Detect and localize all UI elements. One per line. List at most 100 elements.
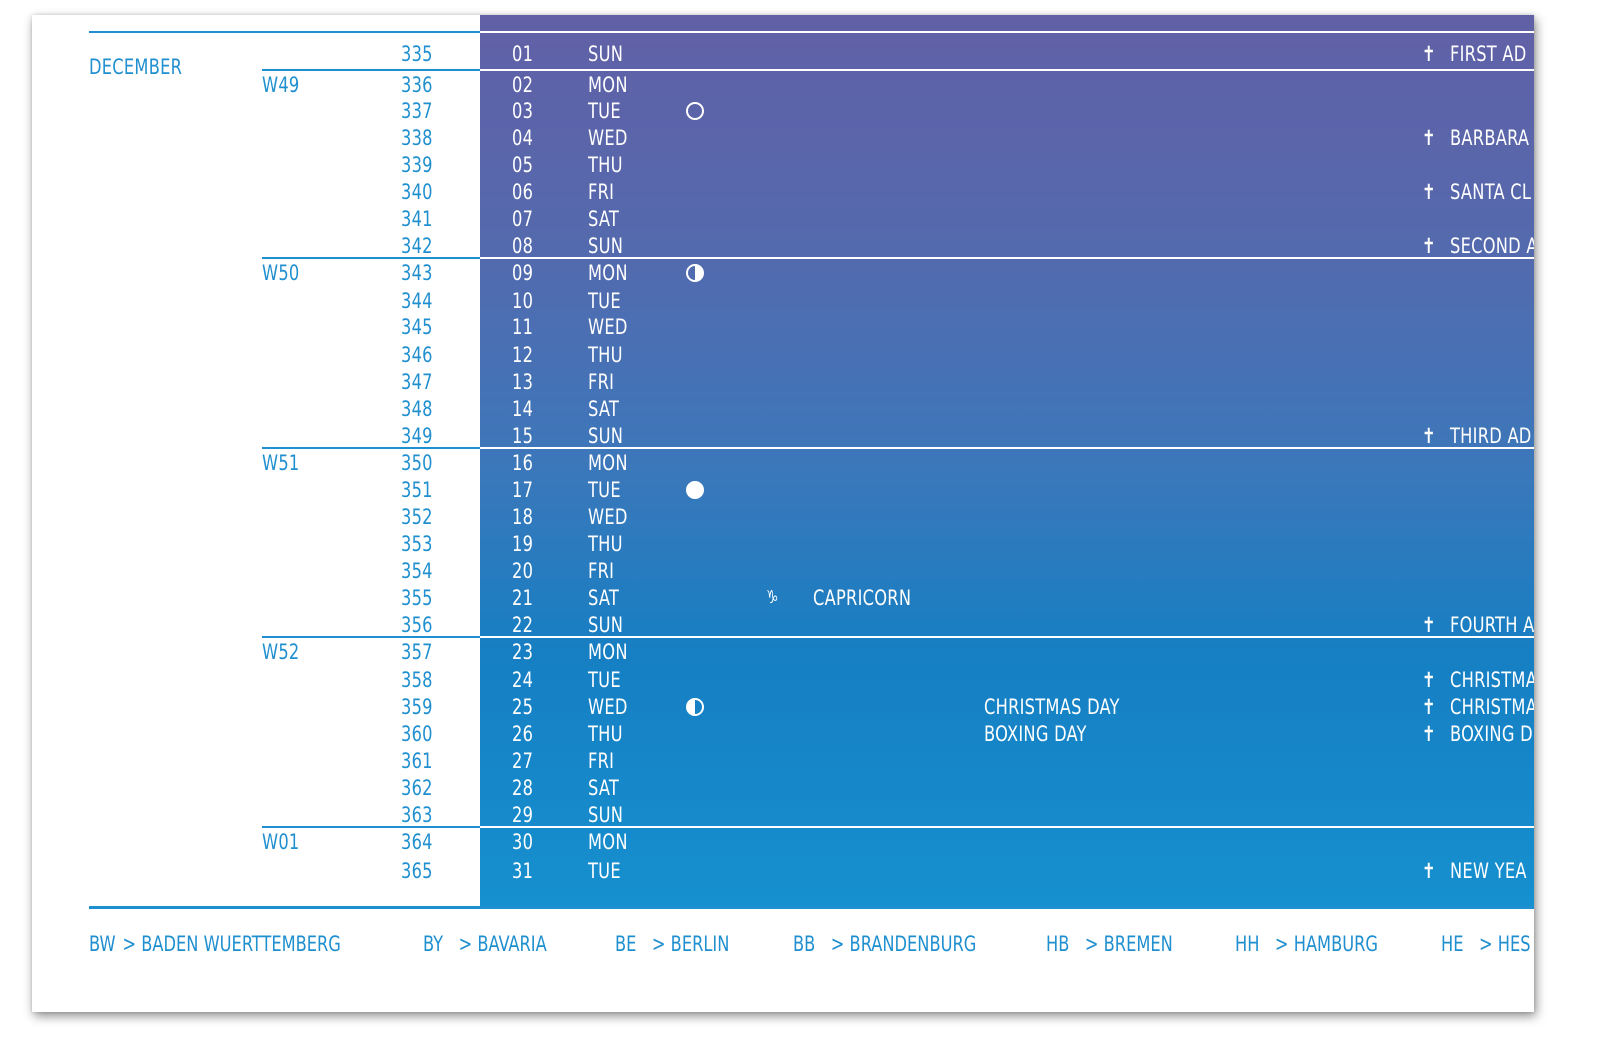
chevron-right-icon: > (1274, 932, 1289, 956)
chevron-right-icon: > (122, 932, 137, 956)
holiday-label: SANTA CL (1450, 180, 1532, 204)
day-of-week: FRI (588, 370, 615, 394)
day-number: 07 (512, 207, 534, 231)
day-of-week: THU (588, 343, 623, 367)
day-number: 23 (512, 640, 534, 664)
week-divider-panel (480, 826, 1534, 828)
days-panel (480, 15, 1534, 907)
day-number: 08 (512, 234, 534, 258)
week-divider (262, 826, 480, 828)
day-number: 03 (512, 99, 534, 123)
day-number: 02 (512, 73, 534, 97)
state-name: HAMBURG (1293, 932, 1379, 956)
day-of-week: SUN (588, 424, 624, 448)
day-of-year: 341 (401, 207, 433, 231)
day-of-week: TUE (588, 99, 621, 123)
day-number: 10 (512, 289, 534, 313)
day-of-week: SUN (588, 234, 624, 258)
day-of-week: TUE (588, 289, 621, 313)
holiday-label: NEW YEA (1450, 859, 1527, 883)
day-of-year: 337 (401, 99, 433, 123)
day-number: 05 (512, 153, 534, 177)
day-of-week: WED (588, 126, 628, 150)
week-divider (262, 447, 480, 449)
day-of-year: 357 (401, 640, 433, 664)
day-of-year: 348 (401, 397, 433, 421)
chevron-right-icon: > (1478, 932, 1493, 956)
day-of-year: 342 (401, 234, 433, 258)
week-divider (262, 69, 480, 71)
cross-icon: ✝ (1422, 695, 1436, 719)
day-of-year: 359 (401, 695, 433, 719)
day-of-year: 345 (401, 315, 433, 339)
chevron-right-icon: > (458, 932, 473, 956)
day-of-year: 364 (401, 830, 433, 854)
day-of-year: 349 (401, 424, 433, 448)
day-of-week: MON (588, 451, 628, 475)
day-number: 01 (512, 42, 534, 66)
state-code: BE (615, 932, 637, 956)
day-of-week: SAT (588, 397, 620, 421)
day-of-week: MON (588, 830, 628, 854)
day-of-year: 338 (401, 126, 433, 150)
day-number: 09 (512, 261, 534, 285)
holiday-label: THIRD AD (1450, 424, 1532, 448)
week-label: W50 (262, 261, 300, 285)
holiday-label: FIRST AD (1450, 42, 1527, 66)
day-of-year: 340 (401, 180, 433, 204)
state-code: HH (1235, 932, 1260, 956)
day-of-year: 353 (401, 532, 433, 556)
state-legend-item: BB > BRANDENBURG (793, 932, 976, 956)
day-number: 11 (512, 315, 534, 339)
full-moon-icon (686, 481, 704, 499)
week-divider-panel (480, 257, 1534, 259)
zodiac-sign: CAPRICORN (813, 586, 912, 610)
day-of-year: 356 (401, 613, 433, 637)
week-divider-panel (480, 636, 1534, 638)
day-number: 20 (512, 559, 534, 583)
holiday-label: CHRISTMA (1450, 695, 1534, 719)
day-of-year: 352 (401, 505, 433, 529)
day-number: 18 (512, 505, 534, 529)
day-number: 25 (512, 695, 534, 719)
state-name: BERLIN (670, 932, 730, 956)
day-of-week: SUN (588, 803, 624, 827)
day-of-week: THU (588, 722, 623, 746)
day-of-week: FRI (588, 559, 615, 583)
day-of-week: WED (588, 505, 628, 529)
state-legend-item: BY > BAVARIA (423, 932, 547, 956)
day-number: 21 (512, 586, 534, 610)
holiday-label: BOXING D (1450, 722, 1533, 746)
new-moon-icon (686, 102, 704, 120)
day-number: 24 (512, 668, 534, 692)
day-number: 17 (512, 478, 534, 502)
day-of-year: 365 (401, 859, 433, 883)
day-number: 04 (512, 126, 534, 150)
day-number: 13 (512, 370, 534, 394)
day-of-year: 358 (401, 668, 433, 692)
state-name: BAVARIA (477, 932, 547, 956)
day-number: 26 (512, 722, 534, 746)
day-of-year: 354 (401, 559, 433, 583)
chevron-right-icon: > (830, 932, 845, 956)
state-name: BRANDENBURG (849, 932, 977, 956)
day-of-year: 339 (401, 153, 433, 177)
day-of-week: FRI (588, 749, 615, 773)
holiday-label: BARBARA (1450, 126, 1530, 150)
week-divider (262, 636, 480, 638)
day-of-year: 350 (401, 451, 433, 475)
day-number: 06 (512, 180, 534, 204)
week-label: W01 (262, 830, 300, 854)
day-of-week: TUE (588, 859, 621, 883)
cross-icon: ✝ (1422, 42, 1436, 66)
cross-icon: ✝ (1422, 859, 1436, 883)
week-divider-panel (480, 447, 1534, 449)
chevron-right-icon: > (1084, 932, 1099, 956)
week-divider-panel (480, 69, 1534, 71)
state-code: BB (793, 932, 816, 956)
holiday-label: SECOND A (1450, 234, 1534, 258)
capricorn-icon: ♑ (766, 587, 779, 608)
state-name: BREMEN (1103, 932, 1173, 956)
week-divider (262, 257, 480, 259)
day-of-week: WED (588, 695, 628, 719)
